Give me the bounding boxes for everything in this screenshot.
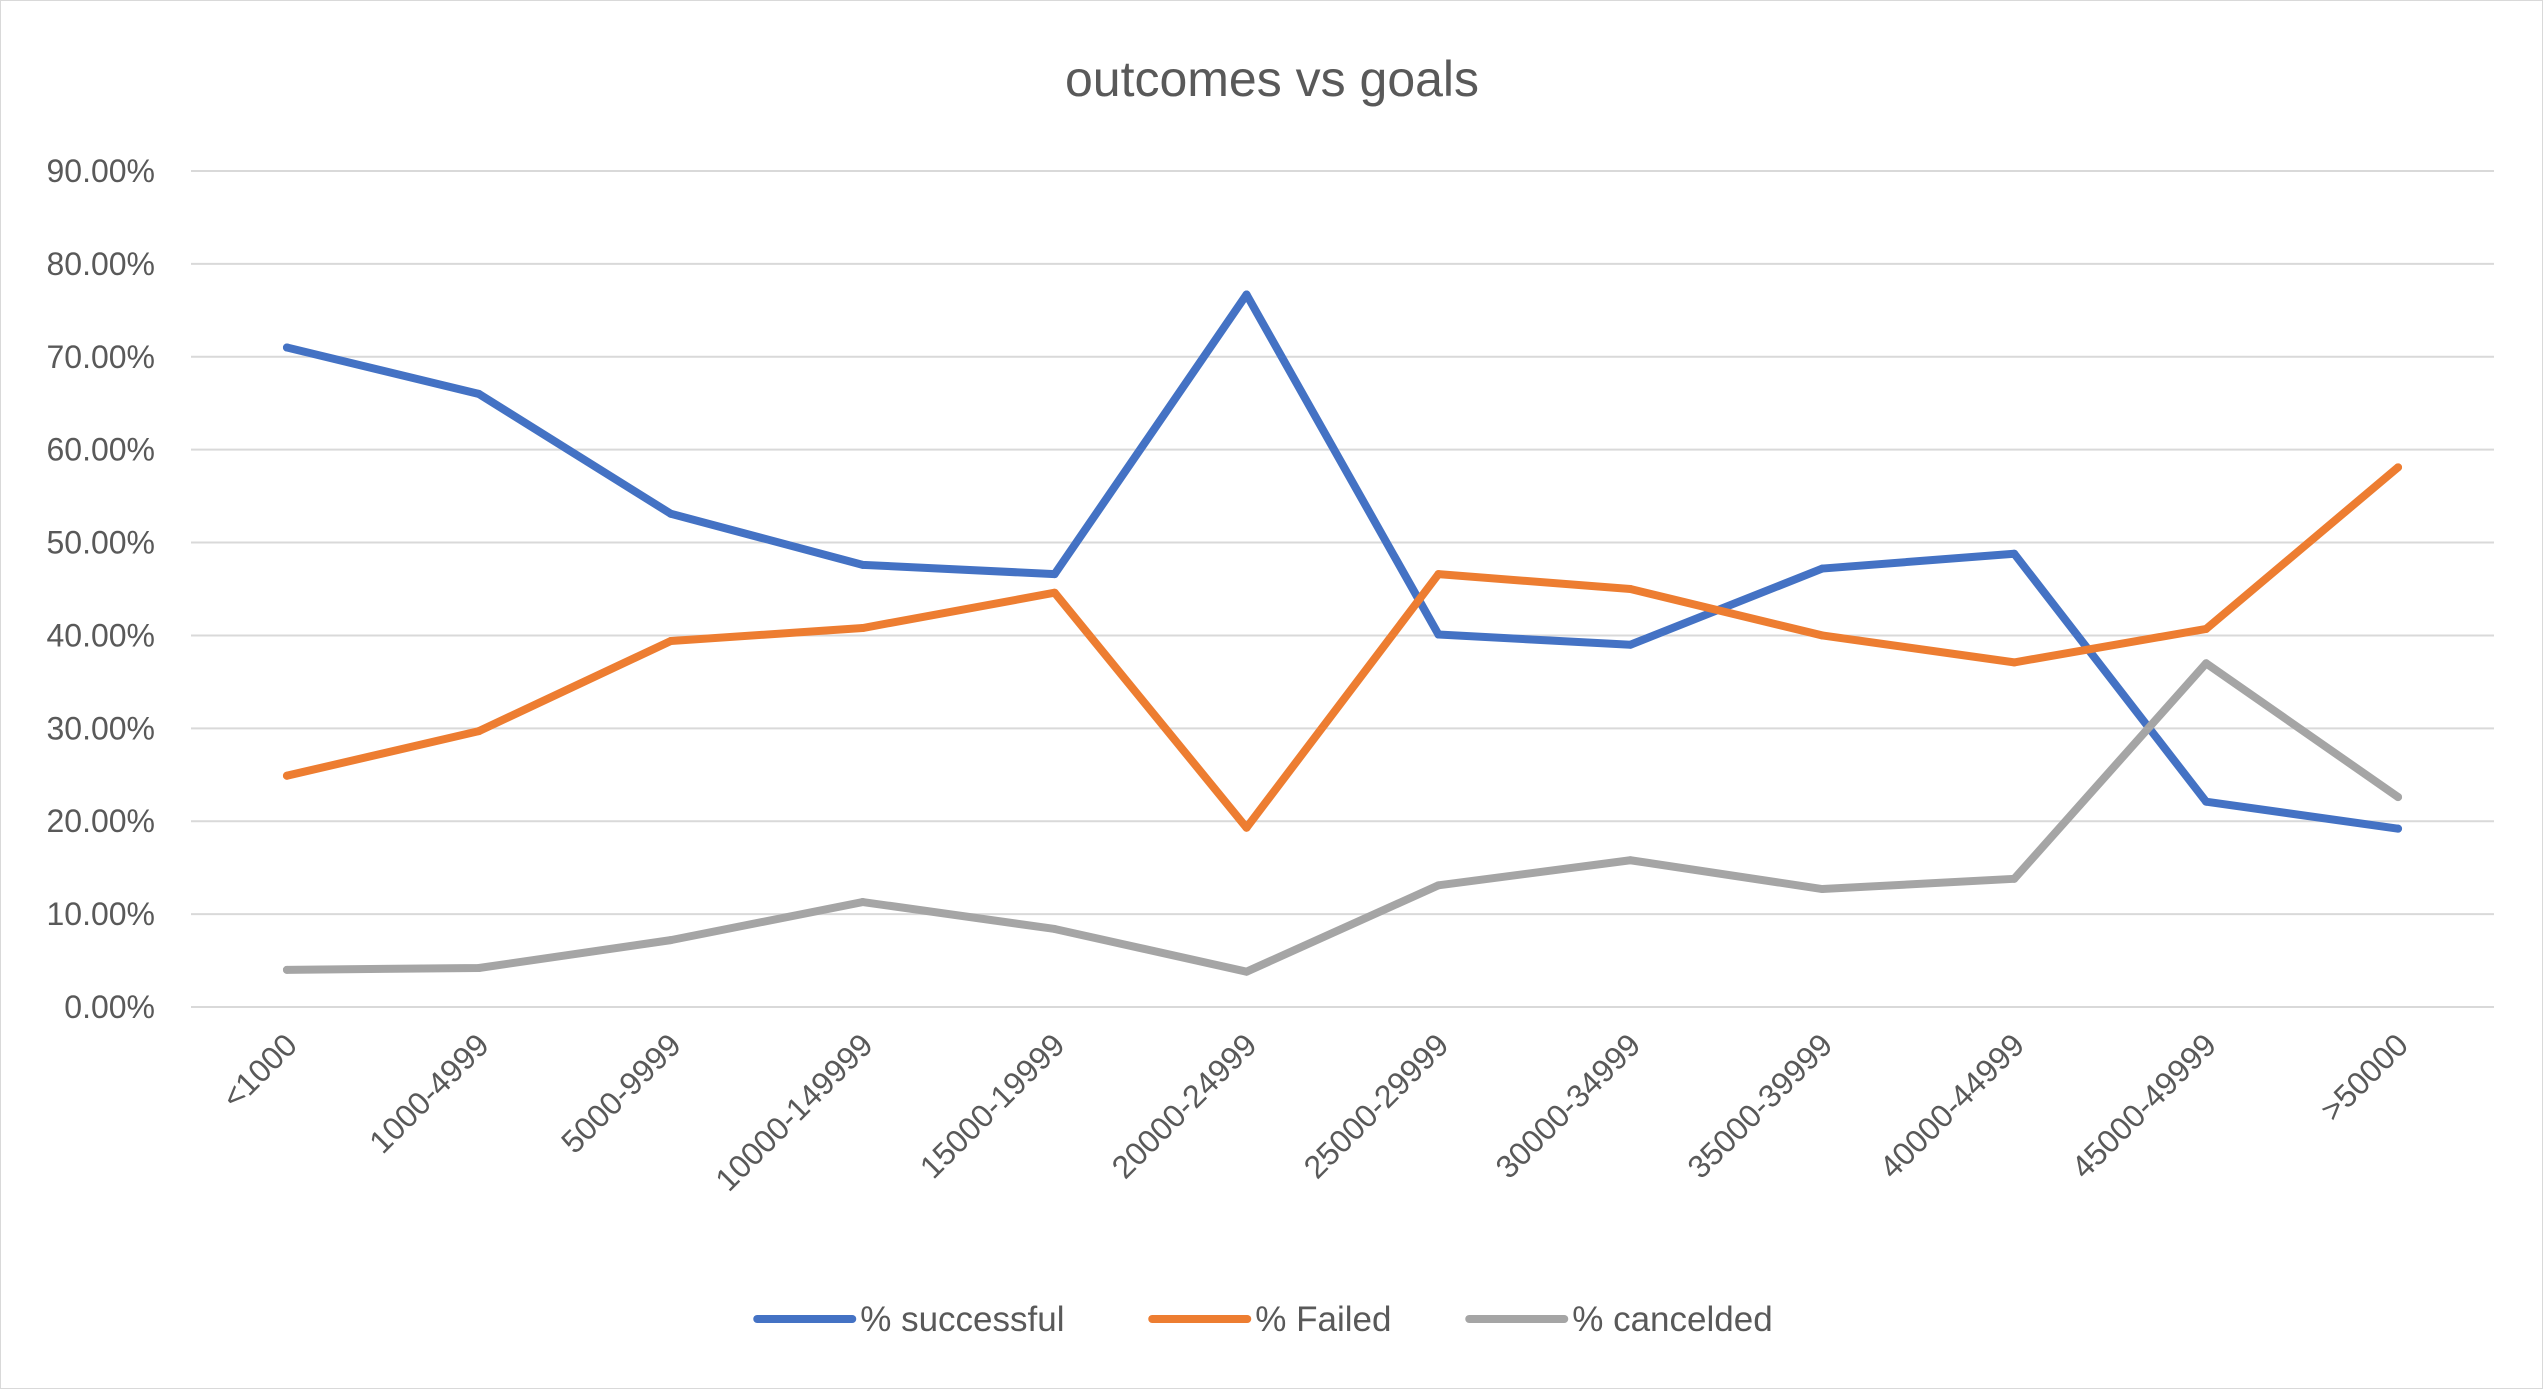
data-point (2394, 824, 2403, 833)
data-point (1818, 564, 1827, 573)
y-tick-label: 80.00% (46, 246, 155, 282)
x-tick-label: 30000-34999 (1488, 1026, 1647, 1185)
legend-item: % successful (753, 1300, 1065, 1339)
x-tick-label: 5000-9999 (554, 1026, 688, 1160)
data-point (1626, 856, 1635, 865)
data-point (2394, 793, 2403, 802)
data-point (1434, 881, 1443, 890)
series-group (282, 659, 2403, 976)
legend-label: % cancelded (1572, 1300, 1772, 1339)
data-point (2202, 624, 2211, 633)
data-point (1050, 924, 1059, 933)
y-tick-label: 20.00% (46, 803, 155, 839)
data-point (1626, 640, 1635, 649)
y-axis-tick-labels: 0.00% 10.00% 20.00% 30.00% 40.00% 50.00% 60.00… (46, 153, 155, 1025)
data-point (858, 898, 867, 907)
x-tick-label: >50000 (2313, 1026, 2415, 1128)
series-line (282, 659, 2403, 976)
legend-item: % Failed (1148, 1300, 1391, 1339)
gridlines (191, 170, 2494, 1008)
data-point (474, 389, 483, 398)
data-point (282, 343, 291, 352)
chart-title: outcomes vs goals (1065, 51, 1479, 107)
x-tick-label: 45000-49999 (2064, 1026, 2223, 1185)
x-tick-label: 25000-29999 (1297, 1026, 1456, 1185)
legend-label: % Failed (1255, 1300, 1391, 1339)
data-point (666, 509, 675, 518)
series-lines (282, 290, 2403, 976)
data-point (1242, 823, 1251, 832)
x-tick-label: 40000-44999 (1872, 1026, 2031, 1185)
data-point (666, 637, 675, 646)
data-point (1434, 570, 1443, 579)
data-point (2202, 797, 2211, 806)
data-point (1242, 967, 1251, 976)
data-point (2010, 658, 2019, 667)
y-tick-label: 70.00% (46, 339, 155, 375)
y-tick-label: 40.00% (46, 617, 155, 653)
x-tick-label: 20000-24999 (1105, 1026, 1264, 1185)
data-point (2394, 463, 2403, 472)
x-tick-label: 1000-4999 (362, 1026, 496, 1160)
data-point (1242, 290, 1251, 299)
data-point (474, 727, 483, 736)
data-point (858, 624, 867, 633)
data-point (1434, 630, 1443, 639)
data-point (474, 963, 483, 972)
legend-label: % successful (860, 1300, 1064, 1339)
data-point (2202, 659, 2211, 668)
series-line (282, 463, 2403, 832)
x-tick-label: <1000 (215, 1026, 304, 1115)
x-tick-label: 15000-19999 (913, 1026, 1072, 1185)
data-point (282, 771, 291, 780)
data-point (1050, 588, 1059, 597)
x-axis-tick-labels: <1000 1000-4999 5000-9999 10000-149999 15000… (215, 1026, 2415, 1197)
x-tick-label: 35000-39999 (1680, 1026, 1839, 1185)
legend-item: % cancelded (1465, 1300, 1773, 1339)
series-group (282, 290, 2403, 833)
y-tick-label: 50.00% (46, 525, 155, 561)
y-tick-label: 90.00% (46, 153, 155, 189)
x-tick-label: 10000-149999 (708, 1026, 879, 1197)
data-point (2010, 549, 2019, 558)
data-point (858, 560, 867, 569)
series-line (282, 290, 2403, 833)
y-tick-label: 30.00% (46, 710, 155, 746)
data-point (1626, 585, 1635, 593)
data-point (1818, 885, 1827, 894)
y-tick-label: 60.00% (46, 432, 155, 468)
legend: % successful % Failed % cancelded (753, 1300, 1773, 1339)
data-point (666, 936, 675, 945)
y-tick-label: 0.00% (64, 989, 155, 1025)
series-group (282, 463, 2403, 832)
data-point (282, 965, 291, 974)
data-point (2010, 874, 2019, 883)
y-tick-label: 10.00% (46, 896, 155, 932)
data-point (1818, 631, 1827, 640)
data-point (1050, 570, 1059, 579)
